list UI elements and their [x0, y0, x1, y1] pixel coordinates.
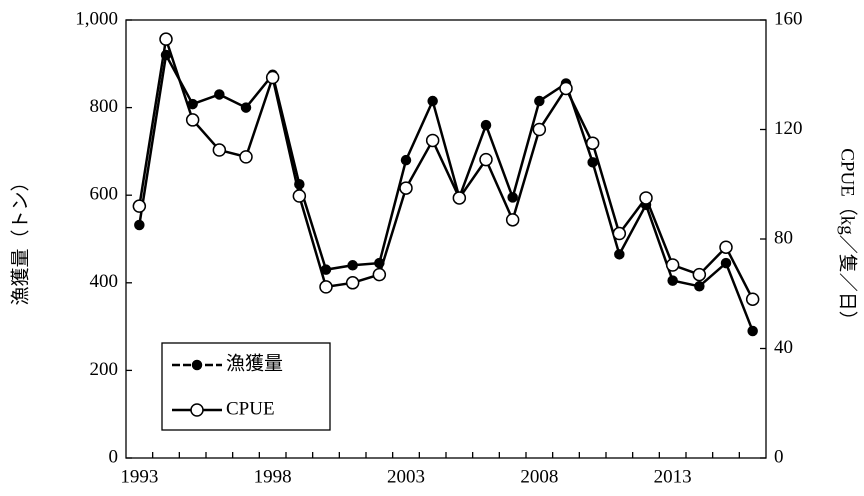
point	[265, 70, 280, 85]
point	[614, 249, 625, 260]
point	[240, 102, 252, 113]
x-tick-label: 2008	[520, 466, 558, 487]
point	[132, 199, 147, 213]
point	[319, 280, 333, 294]
point	[639, 191, 653, 205]
point	[212, 143, 227, 157]
y-axis-label: 漁獲量（トン）	[9, 172, 31, 305]
point	[239, 150, 253, 164]
point	[187, 98, 198, 110]
y2-axis-label: CPUE（kg／隻／日）	[837, 148, 859, 330]
y2-tick-label: 0	[774, 446, 784, 467]
point	[505, 213, 520, 227]
point	[667, 275, 678, 286]
y-tick-label: 1,000	[75, 8, 118, 29]
point	[185, 113, 200, 127]
point	[692, 267, 707, 282]
point	[587, 157, 598, 168]
legend-box	[161, 342, 331, 431]
point	[160, 49, 172, 61]
y2-tick-label: 120	[774, 118, 803, 139]
x-tick-label: 2003	[387, 466, 425, 487]
point	[559, 81, 573, 96]
point	[479, 152, 493, 167]
x-tick-label: 2013	[654, 466, 692, 487]
point	[400, 154, 412, 166]
point	[427, 95, 438, 107]
legend-label: 漁獲量	[226, 352, 283, 374]
x-tick-label: 1993	[120, 466, 158, 487]
point	[665, 258, 680, 272]
y2-tick-label: 80	[774, 227, 793, 248]
point	[425, 133, 440, 148]
point	[214, 89, 225, 100]
point	[292, 189, 307, 203]
point	[612, 226, 627, 241]
point	[320, 264, 332, 275]
plot-frame	[125, 19, 767, 459]
point	[745, 292, 760, 306]
y-tick-label: 400	[90, 271, 119, 292]
point	[372, 267, 387, 282]
y-tick-label: 800	[90, 96, 119, 117]
y-tick-label: 200	[90, 359, 119, 380]
series-line	[138, 38, 754, 300]
point	[345, 276, 360, 290]
point	[720, 257, 732, 269]
point	[585, 136, 600, 150]
point	[159, 32, 173, 46]
point	[719, 240, 733, 254]
point	[507, 192, 518, 203]
y2-tick-label: 40	[774, 337, 793, 358]
legend-marker	[190, 403, 204, 417]
point	[480, 119, 492, 131]
point	[294, 179, 305, 190]
point	[452, 191, 467, 205]
point	[747, 325, 758, 337]
point	[399, 181, 413, 195]
point	[694, 281, 705, 292]
x-tick-label: 1998	[254, 466, 292, 487]
y-tick-label: 0	[109, 446, 119, 467]
point	[374, 257, 385, 269]
legend-label: CPUE	[226, 398, 275, 419]
point	[347, 260, 358, 271]
point	[532, 122, 547, 137]
legend-marker	[191, 359, 203, 371]
y2-tick-label: 160	[774, 8, 803, 29]
series-line	[138, 51, 754, 332]
point	[134, 219, 145, 231]
y-tick-label: 600	[90, 184, 119, 205]
point	[534, 95, 545, 107]
